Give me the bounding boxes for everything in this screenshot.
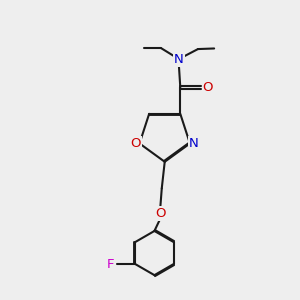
Text: O: O <box>203 81 213 94</box>
Text: O: O <box>131 137 141 150</box>
Text: N: N <box>189 137 198 150</box>
Text: O: O <box>155 207 166 220</box>
Text: N: N <box>174 52 184 66</box>
Text: F: F <box>107 258 114 271</box>
